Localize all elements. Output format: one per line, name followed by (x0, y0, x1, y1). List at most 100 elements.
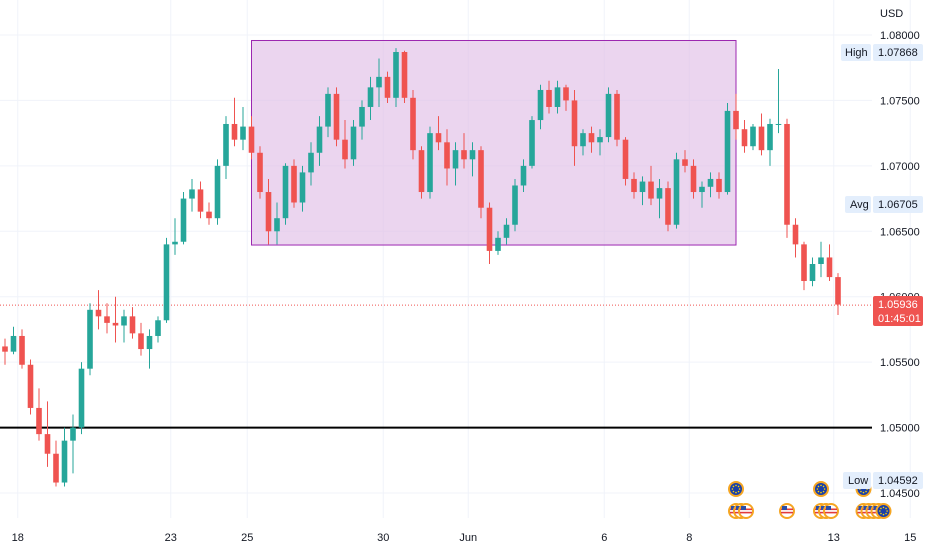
candle (767, 118, 773, 166)
candle (163, 237, 170, 323)
candle (384, 71, 391, 104)
x-tick-label: 8 (686, 532, 692, 544)
candle-body (767, 123, 773, 151)
us-flag-icon[interactable] (738, 503, 754, 519)
candle (444, 129, 450, 186)
candle (826, 244, 833, 282)
candle-body (809, 264, 816, 282)
candle (648, 165, 654, 206)
candle (835, 273, 841, 316)
candle-body (333, 93, 340, 140)
candle-body (138, 333, 144, 350)
candle-body (418, 150, 425, 193)
candle-body (325, 93, 331, 127)
eu-flag-icon[interactable] (813, 481, 829, 497)
candle (180, 192, 187, 245)
us-flag-icon[interactable] (823, 503, 839, 519)
candle-body (648, 181, 654, 199)
candle (138, 322, 144, 356)
candle-body (359, 106, 365, 127)
candle (478, 146, 484, 219)
candle-body (427, 133, 433, 193)
candle (2, 338, 8, 365)
low-tag: Low 1.04592 (843, 472, 923, 489)
candle (282, 163, 289, 225)
candle (121, 309, 127, 343)
price-axis[interactable]: USD 1.080001.075001.070001.065001.060001… (880, 8, 920, 500)
candle (265, 178, 272, 245)
candle (248, 116, 255, 160)
candle (537, 84, 544, 130)
candle-body (826, 257, 833, 278)
candle-body (733, 110, 739, 130)
candle-body (223, 123, 229, 166)
candle-body (291, 165, 297, 203)
candle-body (639, 181, 646, 193)
us-flag-icon[interactable] (779, 503, 795, 519)
candle (758, 113, 765, 156)
candle-body (282, 165, 289, 219)
candle (503, 218, 510, 245)
candle-body (775, 123, 782, 125)
candle-body (376, 76, 382, 88)
candle-body (44, 434, 51, 454)
candle (197, 181, 204, 219)
candle (27, 359, 34, 415)
candle-body (214, 165, 221, 219)
candle-body (529, 120, 535, 166)
x-tick-label: 30 (377, 532, 389, 544)
candle-body (580, 133, 586, 147)
eu-flag-icon[interactable] (728, 481, 744, 497)
price-lines-layer (0, 304, 872, 429)
y-tick-label: 1.07500 (880, 95, 920, 107)
candle (240, 106, 246, 151)
candle (112, 296, 119, 343)
candle-body (257, 152, 263, 193)
candle (87, 303, 93, 376)
y-tick-label: 1.07000 (880, 161, 920, 173)
candle-body (129, 316, 136, 334)
y-tick-label: 1.05500 (880, 357, 920, 369)
high-tag-label: High (845, 47, 868, 59)
candle-body (512, 185, 518, 225)
candle (308, 142, 314, 186)
candle-body (665, 188, 671, 225)
candle-body (750, 126, 756, 147)
candle (350, 120, 357, 166)
avg-tag-value: 1.06705 (878, 199, 918, 211)
candle-body (308, 152, 314, 173)
candle (206, 202, 212, 225)
eu-flag-icon[interactable] (875, 503, 892, 519)
candle (529, 116, 535, 169)
candle (461, 133, 467, 169)
candle-body (189, 189, 195, 199)
candle-body (818, 257, 824, 264)
candle (486, 202, 493, 264)
candle (631, 172, 637, 199)
candle (342, 120, 348, 169)
candle (750, 123, 756, 151)
candle (155, 316, 161, 343)
current-price-tag: 1.05936 01:45:01 (873, 296, 923, 326)
candle (452, 142, 459, 186)
candle-body (172, 241, 178, 245)
candle-body (78, 368, 85, 428)
candle-body (741, 129, 748, 147)
candle-body (537, 89, 544, 121)
candle-body (690, 165, 697, 193)
x-tick-label: 23 (165, 532, 177, 544)
candle (146, 329, 153, 369)
candle (707, 172, 714, 198)
candle-body (206, 211, 212, 219)
candle-body (495, 237, 501, 251)
candle-body (597, 137, 603, 143)
candle-body (401, 52, 408, 98)
candle (189, 178, 195, 212)
candle (818, 241, 824, 278)
time-axis[interactable]: 18 23 25 30 Jun 6 8 13 15 (12, 532, 917, 544)
candle (546, 80, 552, 114)
candle (36, 388, 42, 441)
candle (274, 202, 280, 245)
candle-body (27, 364, 34, 408)
